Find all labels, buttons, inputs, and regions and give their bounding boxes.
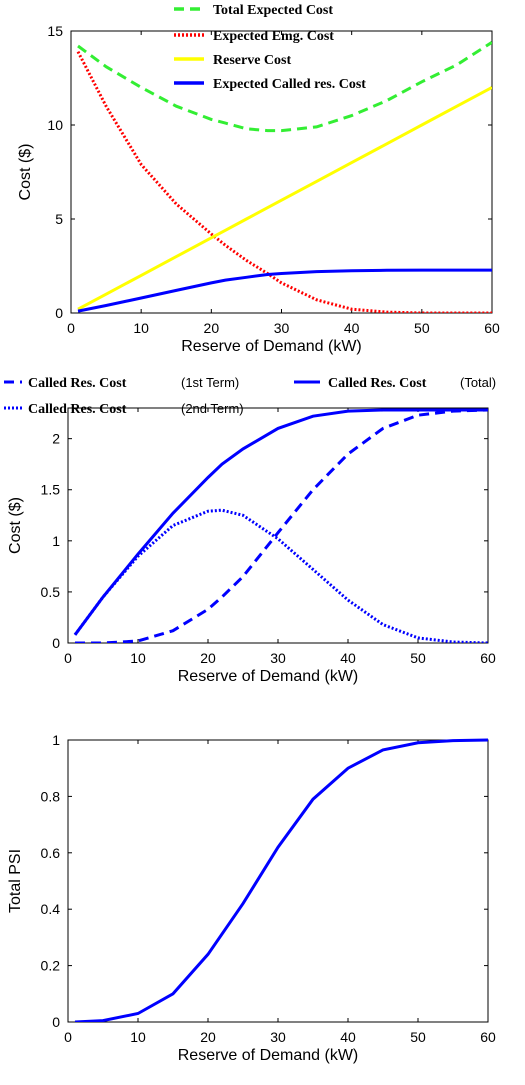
x-axis-label: Reserve of Demand (kW): [178, 1047, 359, 1064]
series-line-called-res-cost-1: [73, 408, 488, 636]
plot-frame: [67, 739, 489, 1023]
legend-label: Expected Emg. Cost: [213, 29, 334, 44]
y-tick-label: 0.6: [41, 845, 61, 861]
x-tick-label: 10: [133, 320, 149, 336]
legend-label: Called Res. Cost: [328, 376, 427, 391]
x-axis-label: Reserve of Demand (kW): [178, 668, 359, 685]
y-tick-label: 2: [52, 431, 60, 447]
y-tick-label: 15: [47, 23, 63, 39]
x-tick-label: 10: [130, 650, 146, 666]
y-axis-label: Total PSI: [7, 849, 24, 913]
legend-label: Expected Called res. Cost: [213, 77, 366, 92]
x-tick-label: 40: [340, 650, 356, 666]
series-line-reserve-cost-2: [77, 86, 492, 311]
x-tick-label: 20: [200, 650, 216, 666]
x-tick-label: 0: [64, 650, 72, 666]
y-axis-label: Cost ($): [17, 144, 34, 201]
called-reserve-cost-chart: 0 10 20 30 40 50 60 0 0.5 1 1.5 2 Reserve of Demand …: [4, 375, 496, 685]
y-axis-label: Cost ($): [7, 497, 24, 554]
x-tick-label: 40: [344, 320, 360, 336]
legend-annotation: (2nd Term): [181, 401, 244, 416]
legend-label: Called Res. Cost: [28, 376, 127, 391]
x-tick-label: 50: [410, 1029, 426, 1045]
legend-annotation: (Total): [460, 375, 496, 390]
legend-label: Total Expected Cost: [213, 3, 333, 18]
x-tick-label: 0: [64, 1029, 72, 1045]
y-tick-label: 0.2: [41, 958, 61, 974]
y-tick-label: 5: [55, 211, 63, 227]
y-tick-label: 0.4: [41, 901, 61, 917]
y-tick-label: 0.8: [41, 788, 61, 804]
plot-frame: [67, 407, 489, 644]
y-tick-label: 1: [52, 732, 60, 748]
x-tick-label: 30: [270, 1029, 286, 1045]
y-tick-label: 1.5: [41, 482, 61, 498]
y-tick-label: 0: [52, 1014, 60, 1030]
x-tick-label: 20: [204, 320, 220, 336]
x-tick-label: 10: [130, 1029, 146, 1045]
total-cost-chart: 0 10 20 30 40 50 60 0 5 10 15 Reserve of Demand (kW…: [17, 3, 500, 355]
x-tick-label: 60: [480, 650, 496, 666]
series-line-total-expected-cost-0: [77, 41, 492, 133]
x-tick-label: 30: [270, 650, 286, 666]
x-tick-label: 20: [200, 1029, 216, 1045]
x-tick-label: 50: [414, 320, 430, 336]
series-line-called-res-cost-0: [75, 408, 488, 643]
x-axis-label: Reserve of Demand (kW): [181, 338, 362, 355]
x-tick-label: 60: [484, 320, 500, 336]
x-tick-label: 60: [480, 1029, 496, 1045]
legend-annotation: (1st Term): [181, 375, 239, 390]
y-tick-label: 10: [47, 117, 63, 133]
x-tick-label: 0: [67, 320, 75, 336]
y-tick-label: 0.5: [41, 584, 61, 600]
y-tick-label: 1: [52, 533, 60, 549]
total-psi-chart: 0 10 20 30 40 50 60 0 0.2 0.4 0.6 0.8 1 Reserve of De…: [7, 732, 496, 1064]
series-line-expected-called-res-cost-3: [77, 268, 492, 313]
series-line-psi-0: [74, 738, 488, 1022]
y-tick-label: 0: [55, 305, 63, 321]
x-tick-label: 50: [410, 650, 426, 666]
x-tick-label: 30: [274, 320, 290, 336]
legend-label: Reserve Cost: [213, 53, 291, 68]
x-tick-label: 40: [340, 1029, 356, 1045]
y-tick-label: 0: [52, 635, 60, 651]
series-line-called-res-cost-2: [73, 508, 488, 643]
legend-label: Called Res. Cost: [28, 402, 127, 417]
